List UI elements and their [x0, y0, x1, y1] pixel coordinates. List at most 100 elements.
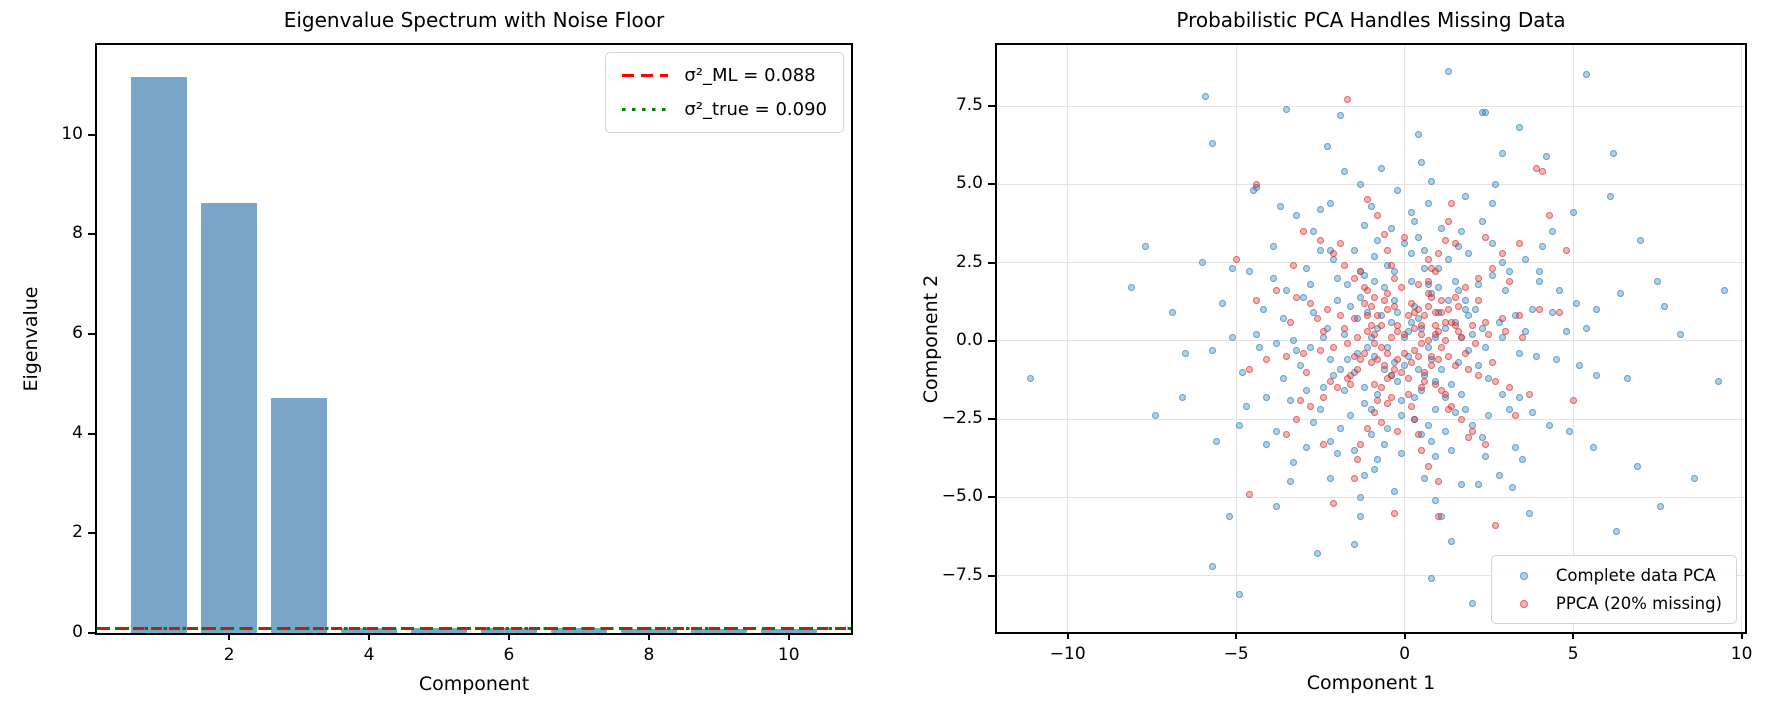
scatter-point	[1354, 334, 1362, 342]
scatter-point	[1323, 143, 1331, 151]
scatter-point	[1370, 465, 1378, 473]
bar	[480, 628, 537, 633]
scatter-point	[1343, 356, 1351, 364]
scatter-point	[1448, 381, 1456, 389]
scatter-point	[1421, 265, 1429, 273]
scatter-point	[1337, 240, 1345, 248]
scatter-point	[1428, 177, 1436, 185]
scatter-point	[1488, 359, 1496, 367]
scatter-point	[1263, 356, 1271, 364]
x-tick-label: 0	[1399, 644, 1411, 664]
scatter-point	[1546, 212, 1554, 220]
x-tick-mark	[1235, 632, 1238, 639]
scatter-point	[1182, 349, 1190, 357]
scatter-point	[1461, 284, 1469, 292]
scatter-point	[1623, 374, 1631, 382]
scatter-point	[1444, 68, 1452, 76]
scatter-point	[1296, 396, 1304, 404]
scatter-point	[1532, 353, 1540, 360]
scatter-point	[1444, 306, 1452, 314]
x-tick-label: 5	[1567, 644, 1579, 664]
right-plot-area: −10 −5 0 5 10 7.5 5.0 2.5 0.0 −2.5 −5.0 −7.5	[942, 45, 1752, 664]
scatter-point	[1269, 243, 1277, 251]
scatter-point	[1330, 371, 1338, 379]
scatter-point	[1434, 249, 1442, 257]
scatter-point	[1482, 234, 1490, 242]
scatter-point	[1418, 321, 1426, 329]
scatter-point	[1337, 365, 1345, 373]
scatter-point	[1461, 406, 1469, 414]
scatter-point	[1552, 356, 1560, 364]
scatter-point	[1492, 378, 1500, 386]
scatter-point	[1350, 446, 1358, 454]
legend-entry-complete-pca: Complete data PCA	[1506, 566, 1722, 585]
scatter-point	[1246, 490, 1254, 498]
x-tick-mark	[647, 633, 650, 640]
scatter-point	[1343, 96, 1351, 104]
scatter-point	[1434, 512, 1442, 520]
scatter-point	[1377, 321, 1385, 329]
left-plot-area: 2 4 6 8 10 0 2 4 6 8 10	[61, 45, 851, 665]
scatter-point	[1239, 368, 1247, 376]
scatter-point	[1488, 271, 1496, 279]
grid-line	[997, 496, 1745, 498]
scatter-point	[1677, 331, 1685, 339]
scatter-point	[1431, 453, 1439, 461]
scatter-point	[1401, 240, 1409, 248]
scatter-point	[1323, 306, 1331, 314]
x-tick-label: 8	[643, 645, 655, 665]
scatter-point	[1714, 378, 1722, 386]
scatter-point	[1320, 440, 1328, 448]
scatter-point	[1451, 362, 1459, 370]
left-axes-eigenvalue-spectrum: Eigenvalue Spectrum with Noise Floor Com…	[20, 8, 853, 695]
scatter-point	[1495, 471, 1503, 479]
scatter-point	[1418, 158, 1426, 166]
scatter-point	[1364, 287, 1372, 295]
scatter-point	[1232, 255, 1240, 263]
scatter-point	[1330, 249, 1338, 257]
scatter-point	[1370, 252, 1378, 260]
scatter-point	[1380, 296, 1388, 304]
scatter-point	[1407, 299, 1415, 307]
scatter-point	[1370, 381, 1378, 389]
scatter-point	[1512, 443, 1520, 451]
scatter-point	[1431, 309, 1439, 317]
scatter-point	[1451, 293, 1459, 301]
scatter-point	[1583, 71, 1591, 79]
scatter-point	[1505, 384, 1513, 392]
grid-line	[997, 418, 1745, 420]
legend-entry-sigma-ml: σ²_ML = 0.088	[622, 65, 827, 86]
scatter-point	[1357, 512, 1365, 520]
scatter-point	[1542, 152, 1550, 160]
scatter-point	[1327, 437, 1335, 445]
x-tick-label: 10	[1730, 644, 1753, 664]
scatter-point	[1380, 362, 1388, 370]
scatter-point	[1374, 456, 1382, 464]
scatter-point	[1461, 193, 1469, 201]
scatter-point	[1364, 312, 1372, 320]
scatter-point	[1441, 318, 1449, 326]
scatter-point	[1448, 199, 1456, 207]
scatter-point	[1300, 349, 1308, 357]
scatter-point	[1502, 287, 1510, 295]
scatter-point	[1367, 359, 1375, 367]
scatter-point	[1461, 296, 1469, 304]
y-tick-label: 0	[72, 622, 83, 642]
scatter-point	[1306, 299, 1314, 307]
scatter-point	[1384, 246, 1392, 254]
scatter-point	[1482, 343, 1490, 351]
scatter-point	[1418, 331, 1426, 339]
scatter-point	[1259, 306, 1267, 314]
scatter-point	[1320, 393, 1328, 401]
scatter-point	[1293, 212, 1301, 220]
scatter-point	[1293, 346, 1301, 354]
scatter-point	[1458, 481, 1466, 489]
scatter-point	[1320, 384, 1328, 392]
scatter-point	[1451, 321, 1459, 329]
scatter-point	[1589, 443, 1597, 451]
scatter-point	[1444, 296, 1452, 304]
scatter-point	[1337, 312, 1345, 320]
scatter-point	[1431, 381, 1439, 389]
scatter-point	[1515, 349, 1523, 357]
scatter-point	[1451, 240, 1459, 248]
